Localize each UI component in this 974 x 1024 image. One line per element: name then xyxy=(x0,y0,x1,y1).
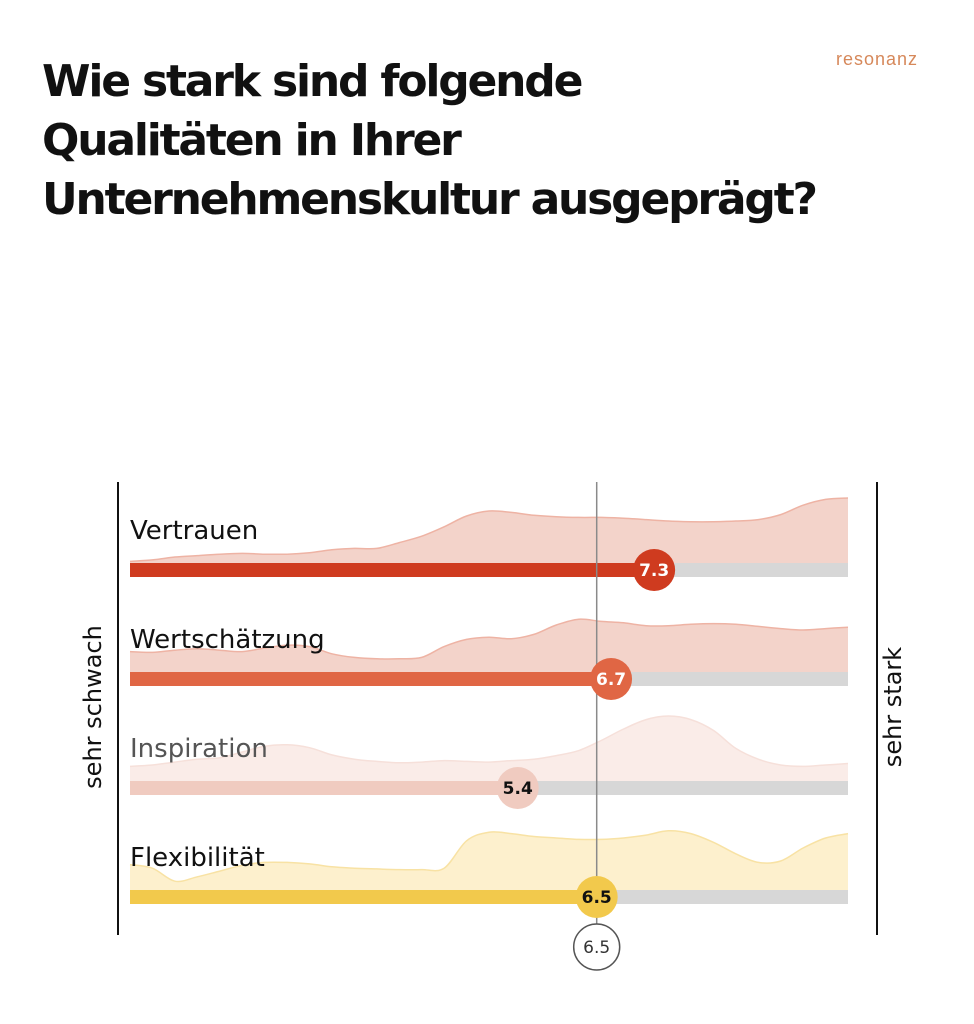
bar-3 xyxy=(130,781,518,795)
category-label-3: Inspiration xyxy=(130,734,268,764)
value-marker-2 xyxy=(590,658,633,700)
distribution-outline-1 xyxy=(129,497,849,563)
value-marker-3 xyxy=(496,767,539,809)
category-label-1: Vertrauen xyxy=(130,516,258,546)
value-marker-1 xyxy=(633,549,676,591)
chart-background-layer xyxy=(129,497,849,897)
distribution-outline-2 xyxy=(129,618,849,660)
distribution-outline-3 xyxy=(129,715,849,768)
bar-1 xyxy=(130,563,655,577)
value-label-4: 6.5 xyxy=(582,888,612,908)
value-marker-4 xyxy=(575,876,618,918)
reference-label: 6.5 xyxy=(583,938,610,958)
value-label-1: 7.3 xyxy=(639,561,669,581)
category-label-4: Flexibilität xyxy=(130,843,265,873)
distribution-area-2 xyxy=(130,619,848,679)
chart-foreground-layer: Vertrauen Wertschätzung Inspiration Flexibi… xyxy=(130,482,848,971)
distribution-area-1 xyxy=(130,498,848,570)
value-label-2: 6.7 xyxy=(596,670,626,690)
distribution-area-4 xyxy=(130,830,848,897)
value-label-3: 5.4 xyxy=(503,779,533,799)
page-title: Wie stark sind folgende Qualitäten in Ih… xyxy=(42,56,818,225)
brand-logo: resonanz xyxy=(836,49,919,69)
bar-2 xyxy=(130,672,612,686)
reference-badge xyxy=(572,923,621,971)
distribution-outline-4 xyxy=(129,830,849,883)
bar-4 xyxy=(130,890,597,904)
category-label-2: Wertschätzung xyxy=(130,625,325,655)
distribution-area-3 xyxy=(130,716,848,788)
